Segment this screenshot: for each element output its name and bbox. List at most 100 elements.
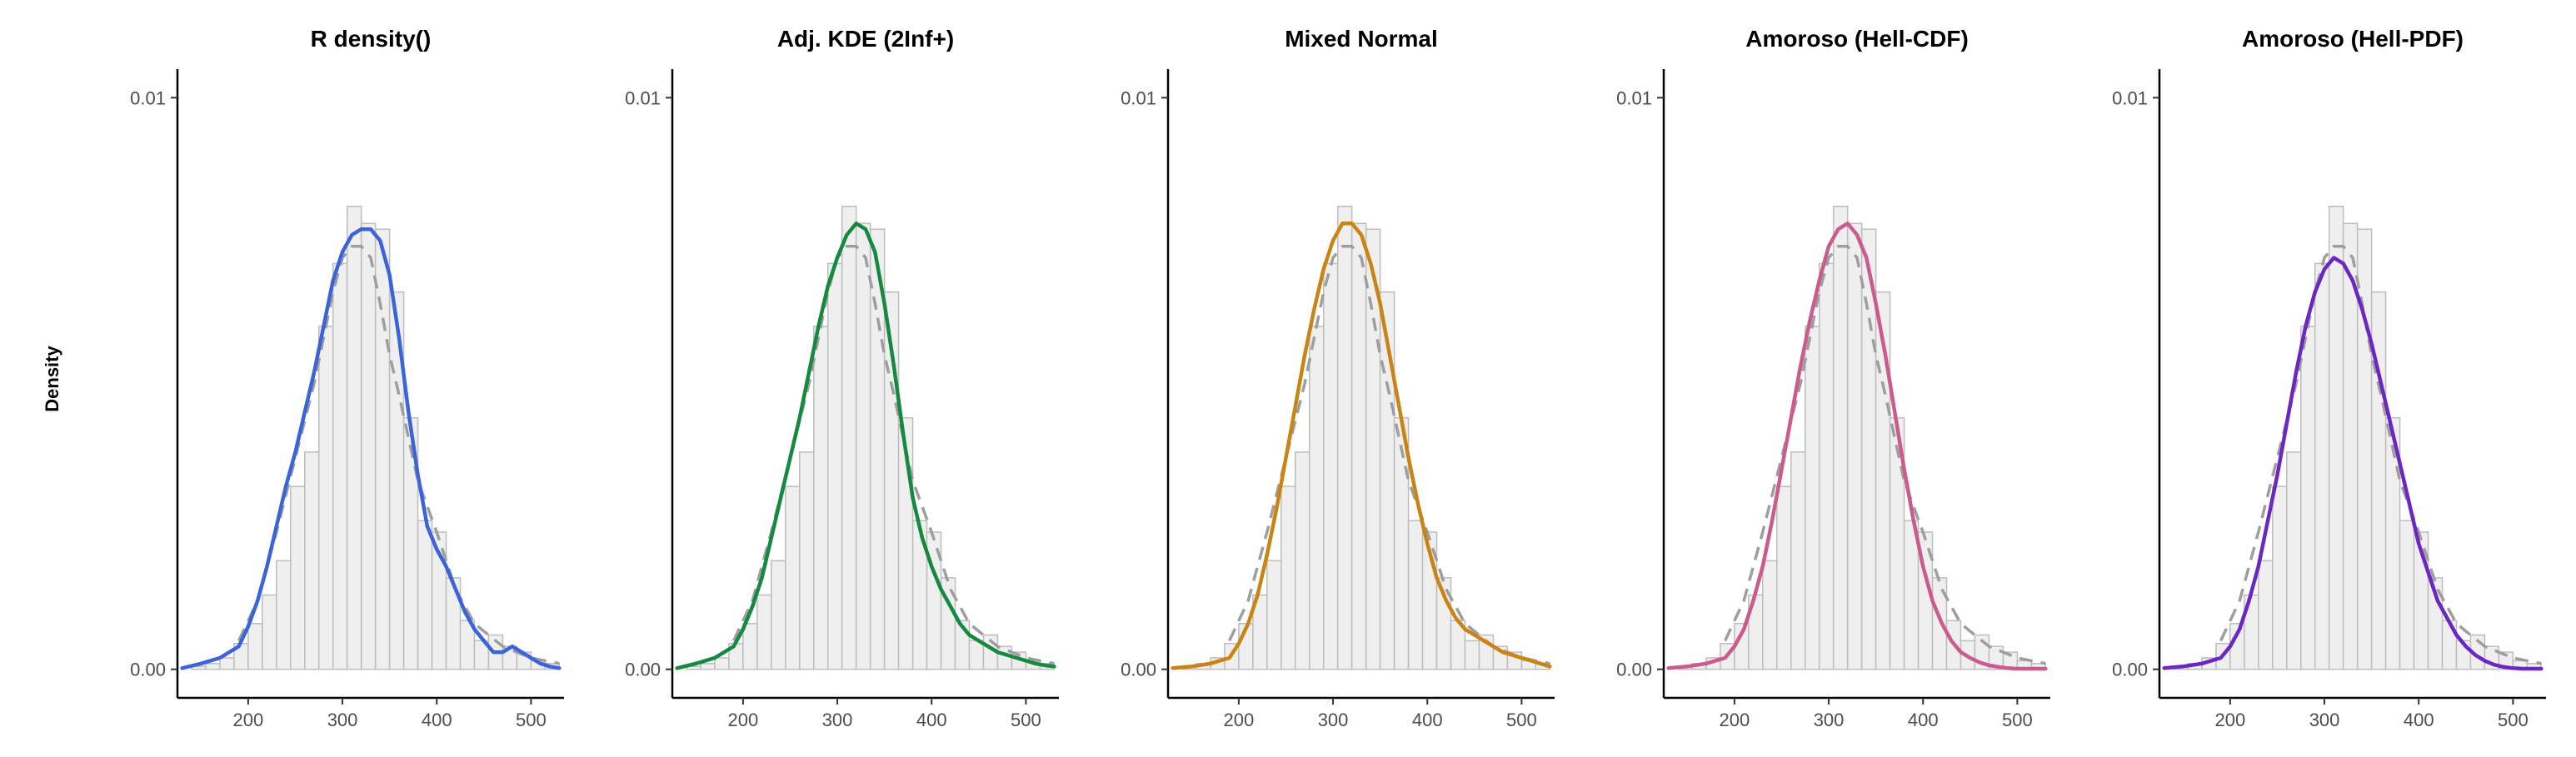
histogram-bar (2272, 486, 2288, 670)
histogram-bar (1336, 205, 1353, 670)
histogram-bar (714, 657, 730, 670)
histogram-bar (826, 262, 843, 670)
density-line (2162, 256, 2544, 671)
x-tick-label: 300 (822, 710, 853, 730)
histogram-bar (262, 594, 277, 670)
histogram-bar (2258, 560, 2274, 670)
x-tick-label: 400 (1412, 710, 1443, 730)
histogram-bar (1322, 262, 1339, 670)
panel-2: Adj. KDE (2Inf+) 200 300 400 500 0.00 0.01 (625, 26, 1059, 730)
histogram-bar (855, 222, 871, 670)
histogram-bar (1805, 326, 1820, 670)
histogram-bar (360, 222, 377, 670)
histogram-bar (1350, 222, 1367, 670)
histogram-bar (2356, 228, 2373, 670)
histogram-bar (771, 560, 786, 670)
y-tick-label: 0.01 (1616, 87, 1652, 108)
x-tick-label: 300 (1318, 710, 1349, 730)
histogram-bar (1295, 451, 1310, 670)
x-tick-label: 500 (1011, 710, 1041, 730)
histogram-bar (374, 228, 391, 670)
histogram-bar (1266, 560, 1282, 670)
x-tick-label: 400 (422, 710, 452, 730)
density-line (180, 227, 562, 670)
y-tick-label: 0.01 (2112, 87, 2148, 108)
density-line (675, 222, 1056, 670)
histogram-bar (417, 520, 433, 670)
y-tick-label: 0.00 (130, 660, 166, 680)
density-line (1666, 222, 2048, 671)
histogram-bar (700, 663, 716, 670)
histogram (191, 205, 561, 670)
x-tick-label: 200 (1720, 710, 1750, 730)
histogram (2173, 205, 2543, 670)
histogram-bar (2399, 520, 2415, 670)
histogram-bar (1790, 451, 1806, 670)
histogram-bar (1762, 560, 1778, 670)
histogram-bar (1903, 520, 1920, 670)
x-tick-label: 400 (916, 710, 947, 730)
panel-3: Mixed Normal 200 300 400 500 0.00 0.01 (1121, 26, 1555, 730)
x-tick-label: 500 (1506, 710, 1537, 730)
x-tick-label: 200 (728, 710, 759, 730)
histogram-bar (1832, 205, 1849, 670)
x-tick-label: 500 (2002, 710, 2033, 730)
x-tick-label: 300 (2309, 710, 2340, 730)
panel-5: Amoroso (Hell-PDF) 200 300 400 500 0.00 0.01 (2112, 26, 2546, 730)
histogram-bar (332, 262, 348, 670)
histogram-bar (318, 326, 334, 670)
y-tick-label: 0.00 (625, 660, 661, 680)
histogram-bar (2300, 326, 2316, 670)
panel-1: R density() 200 300 400 500 0.00 0.01 (130, 26, 564, 730)
histogram-bar (1407, 520, 1424, 670)
panel-4: Amoroso (Hell-CDF) 200 300 400 500 0.00 0.01 (1616, 26, 2050, 730)
panel-title: Amoroso (Hell-CDF) (1745, 26, 1969, 52)
panel-title: R density() (311, 26, 432, 52)
x-tick-label: 200 (2215, 710, 2246, 730)
x-tick-label: 500 (2498, 710, 2529, 730)
histogram-bar (813, 326, 829, 670)
x-tick-label: 400 (2404, 710, 2434, 730)
histogram-bar (1818, 262, 1835, 670)
panel-title: Mixed Normal (1285, 26, 1438, 52)
x-tick-label: 200 (1224, 710, 1255, 730)
histogram-bar (742, 623, 758, 670)
histogram-bar (219, 657, 235, 670)
histogram-bar (799, 451, 815, 670)
histogram-bar (276, 560, 292, 670)
histogram-bar (304, 451, 320, 670)
x-tick-label: 400 (1908, 710, 1939, 730)
histogram-bar (841, 205, 857, 670)
panel-title: Adj. KDE (2Inf+) (777, 26, 954, 52)
histogram-bar (968, 640, 985, 670)
histogram-bar (785, 486, 801, 670)
reference-density-line (2219, 245, 2542, 665)
y-tick-label: 0.00 (1121, 660, 1156, 680)
x-tick-label: 300 (1814, 710, 1845, 730)
y-tick-label: 0.00 (2112, 660, 2148, 680)
y-tick-label: 0.01 (130, 87, 166, 108)
y-tick-label: 0.01 (625, 87, 661, 108)
histogram-bar (205, 663, 221, 670)
histogram-bar (247, 623, 263, 670)
histogram-bar (290, 486, 306, 670)
histogram-bar (2328, 205, 2344, 670)
histogram-bar (1776, 486, 1792, 670)
x-tick-label: 200 (233, 710, 264, 730)
histogram-bar (1309, 326, 1325, 670)
histogram-bar (2286, 451, 2302, 670)
y-tick-label: 0.01 (1121, 87, 1156, 108)
x-tick-label: 500 (516, 710, 547, 730)
histogram-bar (346, 205, 362, 670)
panel-title: Amoroso (Hell-PDF) (2242, 26, 2464, 52)
y-tick-label: 0.00 (1616, 660, 1652, 680)
x-tick-label: 300 (327, 710, 358, 730)
histogram-bar (1464, 640, 1480, 670)
density-line (1171, 222, 1552, 670)
histogram (1181, 205, 1551, 670)
histogram-bar (1281, 486, 1296, 670)
histogram-bar (756, 594, 772, 670)
histogram-bar (2314, 262, 2330, 670)
histogram-bar (1846, 222, 1863, 670)
